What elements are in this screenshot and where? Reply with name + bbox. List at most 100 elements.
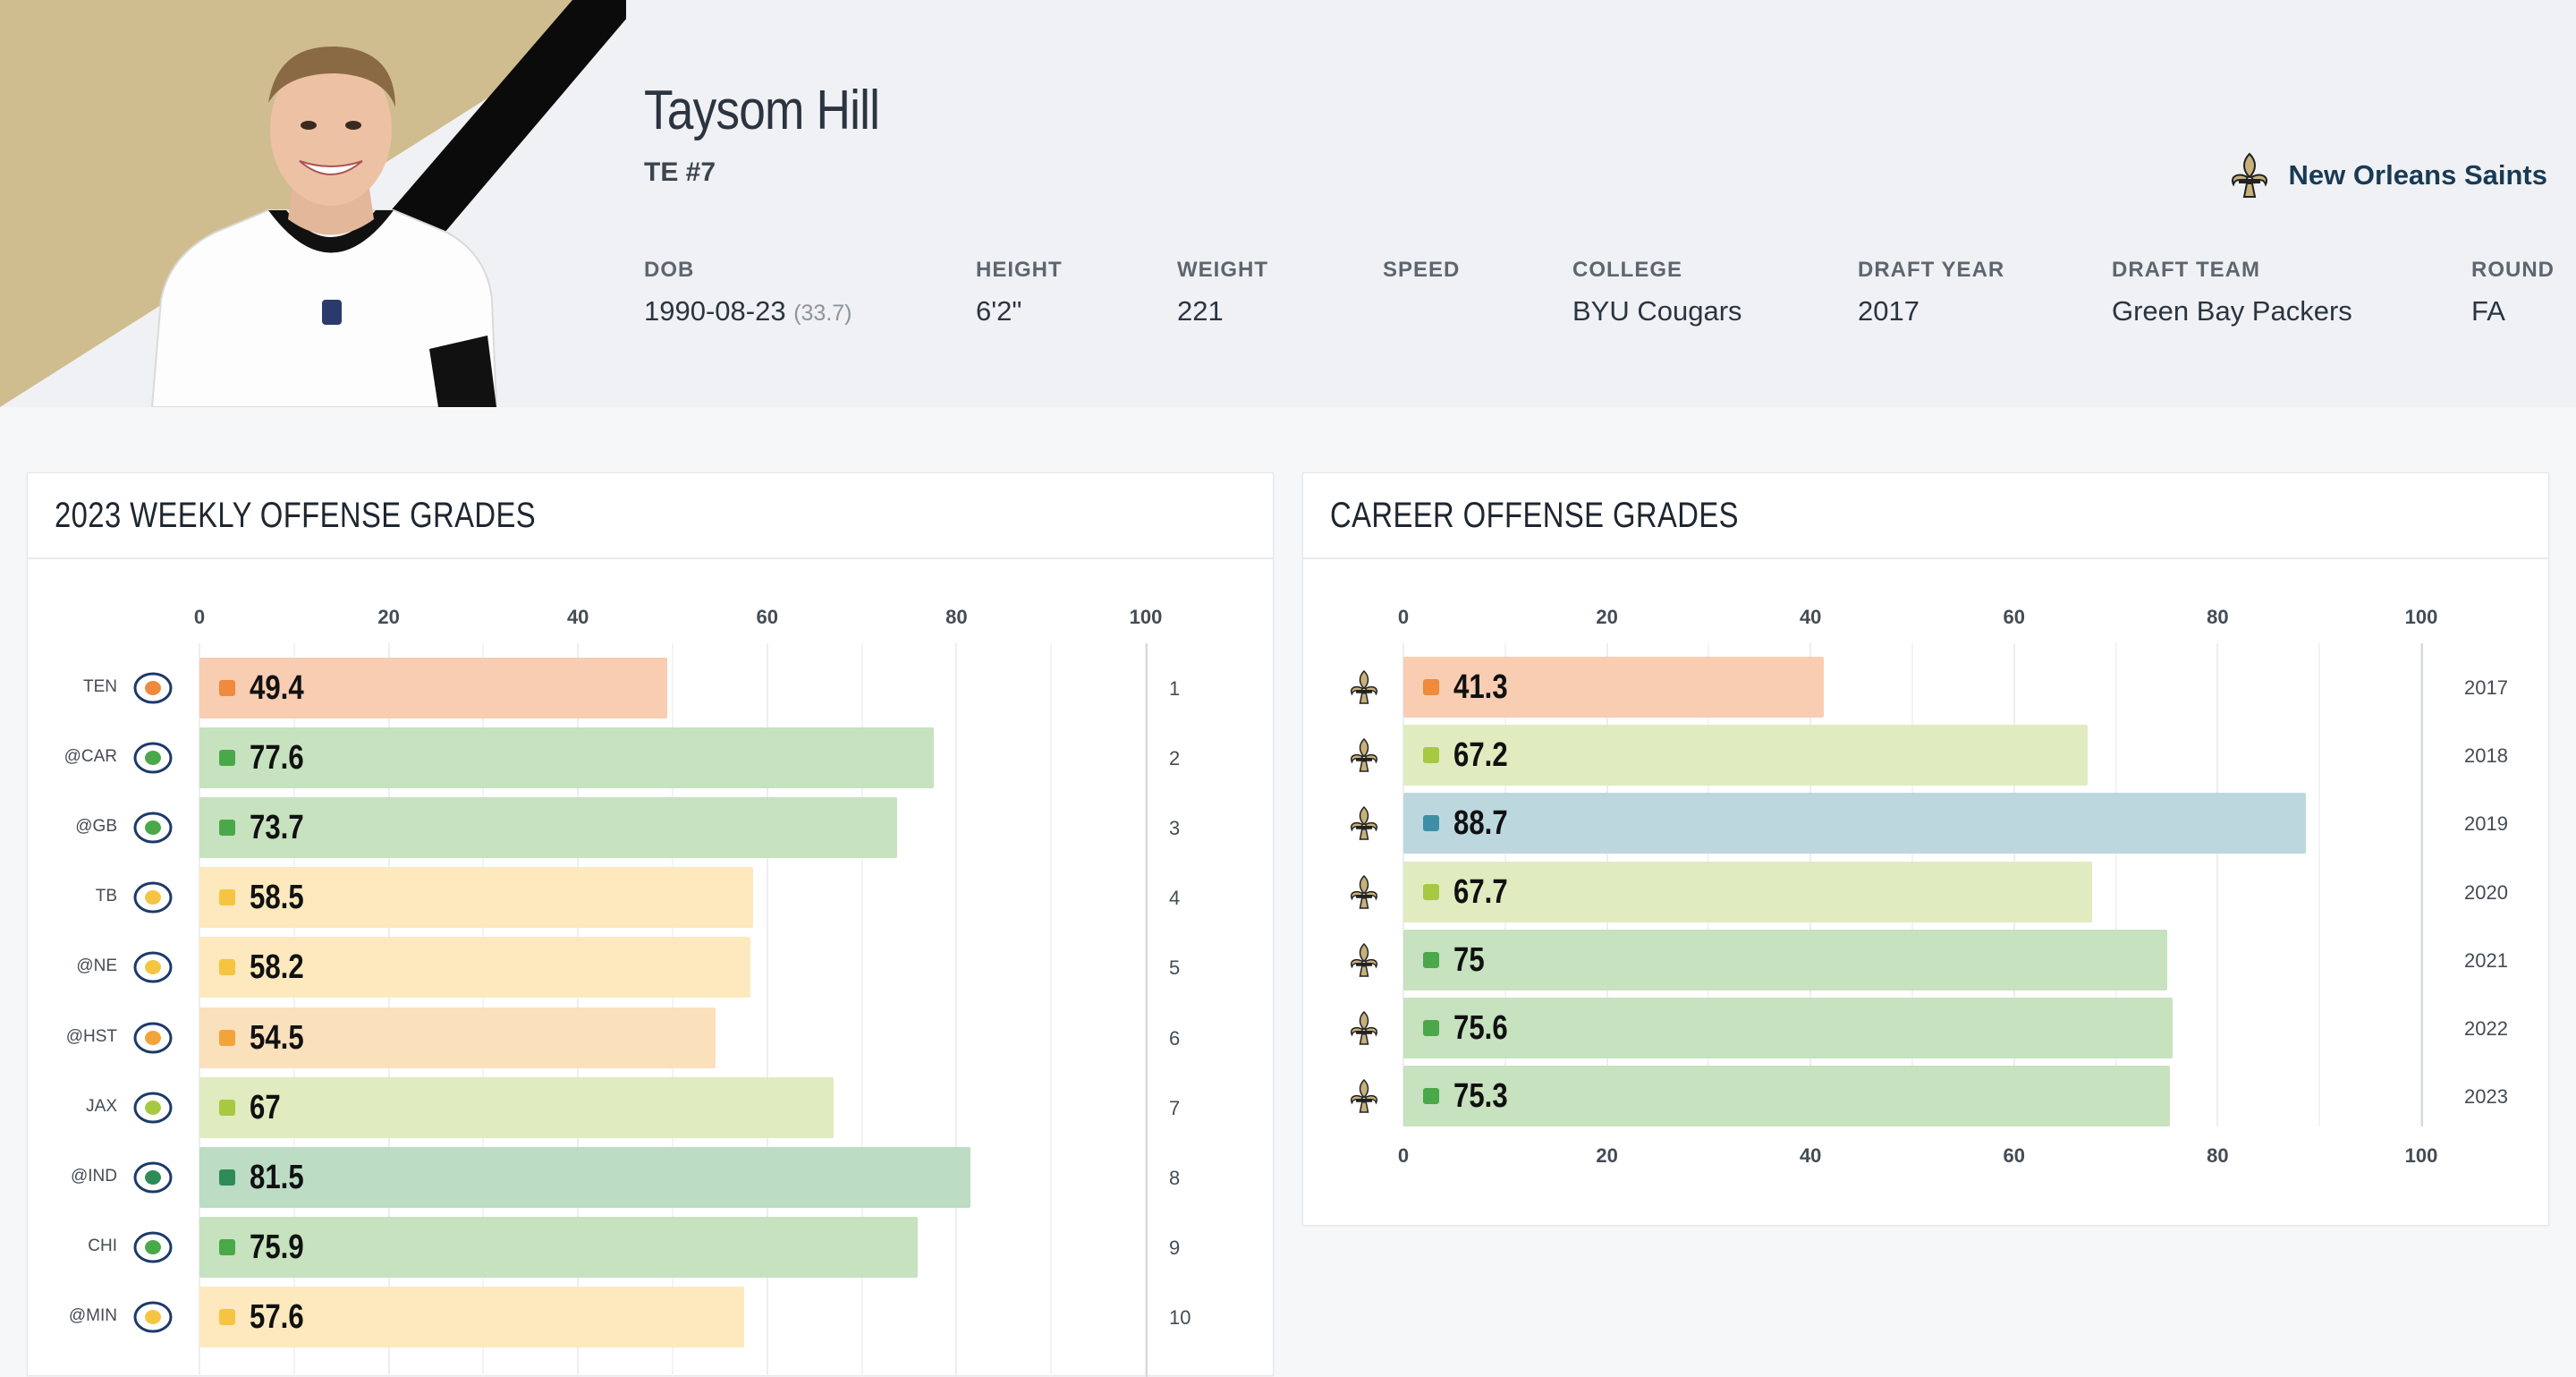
info-label: DRAFT YEAR — [1858, 258, 2005, 282]
info-label: WEIGHT — [1177, 258, 1268, 282]
week-number: 3 — [1169, 817, 1181, 840]
axis-tick-label: 100 — [2404, 606, 2438, 628]
grade-bar — [1403, 1066, 2170, 1127]
gridline — [2216, 643, 2219, 1126]
info-age: (33.7) — [793, 301, 852, 326]
week-number: 9 — [1169, 1236, 1181, 1259]
grade-color-dot — [1423, 747, 1439, 764]
texans-logo-icon — [131, 1020, 174, 1056]
week-number: 8 — [1169, 1166, 1181, 1189]
grade-color-dot — [1423, 1088, 1439, 1105]
info-label: ROUND — [2471, 258, 2555, 282]
grade-color-dot — [219, 889, 235, 906]
grade-value: 57.6 — [250, 1297, 304, 1336]
grade-color-dot — [219, 1169, 235, 1186]
grade-color-dot — [219, 750, 235, 767]
info-label: DOB — [644, 258, 695, 282]
grade-bar — [1403, 861, 2093, 922]
player-photo — [150, 46, 498, 407]
grade-value: 67.2 — [1453, 736, 1508, 775]
grade-color-dot — [1423, 883, 1439, 900]
axis-tick-label-bottom: 0 — [1397, 1144, 1410, 1167]
axis-tick-label: 80 — [945, 606, 968, 628]
info-college: COLLEGE BYU Cougars — [1572, 258, 1742, 327]
info-label: COLLEGE — [1572, 258, 1683, 282]
axis-tick-label-bottom: 40 — [1799, 1144, 1822, 1167]
weekly-grades-title: 2023 WEEKLY OFFENSE GRADES — [55, 495, 537, 535]
week-number: 7 — [1169, 1096, 1181, 1119]
season-year: 2020 — [2464, 880, 2508, 904]
axis-tick-label: 60 — [2003, 606, 2026, 628]
grade-bar — [1403, 793, 2307, 854]
season-year: 2021 — [2464, 948, 2508, 972]
opponent-label: @HST — [65, 1026, 117, 1046]
grade-value: 75.9 — [250, 1228, 304, 1266]
gridline — [2318, 643, 2321, 1126]
grade-bar — [199, 867, 753, 929]
grade-value: 73.7 — [250, 809, 304, 847]
info-label: DRAFT TEAM — [2112, 258, 2260, 282]
team-link[interactable]: New Orleans Saints — [2228, 152, 2547, 199]
opponent-label: @GB — [75, 817, 117, 837]
opponent-label: TEN — [83, 677, 117, 696]
axis-tick-label: 0 — [1397, 606, 1410, 628]
grade-bar — [199, 658, 667, 718]
grade-color-dot — [219, 1308, 235, 1325]
saints-fleur-de-lis-icon — [1348, 737, 1380, 773]
saints-fleur-de-lis-icon — [1348, 874, 1380, 910]
info-draft-team: DRAFT TEAM Green Bay Packers — [2112, 258, 2352, 327]
grade-color-dot — [1423, 951, 1439, 968]
info-value: Green Bay Packers — [2112, 295, 2352, 327]
career-grades-card: CAREER OFFENSE GRADES 0 0 20 20 40 40 60 60 80 80… — [1302, 472, 2549, 1226]
grade-value: 49.4 — [250, 669, 304, 707]
axis-tick-label: 80 — [2207, 606, 2229, 628]
axis-tick-label: 20 — [377, 606, 400, 628]
info-value: FA — [2471, 295, 2505, 327]
grade-bar — [199, 1146, 971, 1208]
grade-value: 67 — [250, 1088, 281, 1126]
axis-tick-label-bottom: 20 — [1596, 1144, 1618, 1167]
grade-color-dot — [219, 820, 235, 837]
bears-logo-icon — [131, 1229, 174, 1265]
grade-bar — [199, 937, 750, 999]
grade-color-dot — [1423, 815, 1439, 832]
packers-logo-icon — [131, 810, 174, 846]
week-number: 4 — [1169, 887, 1181, 910]
vikings-logo-icon — [131, 1299, 174, 1335]
gridline — [1050, 643, 1053, 1377]
grade-value: 81.5 — [250, 1158, 304, 1196]
grade-bar — [199, 797, 897, 859]
team-name: New Orleans Saints — [2288, 159, 2547, 191]
info-value: 6'2" — [976, 295, 1022, 327]
axis-tick-label-bottom: 100 — [2404, 1144, 2438, 1167]
grade-value: 88.7 — [1453, 804, 1508, 843]
gridline — [2114, 643, 2117, 1126]
opponent-label: @NE — [76, 956, 117, 976]
info-speed: SPEED — [1383, 258, 1460, 295]
axis-tick-label: 60 — [756, 606, 779, 628]
week-column-divider — [1146, 643, 1148, 1377]
grade-color-dot — [219, 680, 235, 696]
week-number: 10 — [1169, 1305, 1191, 1329]
grade-value: 41.3 — [1453, 668, 1508, 706]
grade-value: 54.5 — [250, 1018, 304, 1057]
buccaneers-logo-icon — [131, 880, 174, 915]
info-value: 1990-08-23 — [644, 295, 786, 327]
grade-bar — [1403, 725, 2088, 786]
grade-bar — [199, 1286, 745, 1347]
week-number: 5 — [1169, 956, 1181, 980]
grade-value: 75.3 — [1453, 1077, 1508, 1116]
grade-color-dot — [219, 1099, 235, 1116]
grade-color-dot — [1423, 1020, 1439, 1036]
info-round: ROUND FA — [2471, 258, 2555, 327]
colts-logo-icon — [131, 1160, 174, 1195]
year-column-divider — [2421, 643, 2423, 1126]
opponent-label: @MIN — [68, 1305, 117, 1325]
grade-bar — [199, 1076, 834, 1138]
weekly-grades-card: 2023 WEEKLY OFFENSE GRADES 0 20 40 60 80 100 T… — [27, 472, 1274, 1377]
opponent-label: CHI — [88, 1236, 117, 1255]
career-grades-title: CAREER OFFENSE GRADES — [1330, 495, 1739, 535]
saints-fleur-de-lis-icon — [1348, 1078, 1380, 1114]
week-number: 2 — [1169, 747, 1181, 770]
season-year: 2017 — [2464, 676, 2508, 699]
